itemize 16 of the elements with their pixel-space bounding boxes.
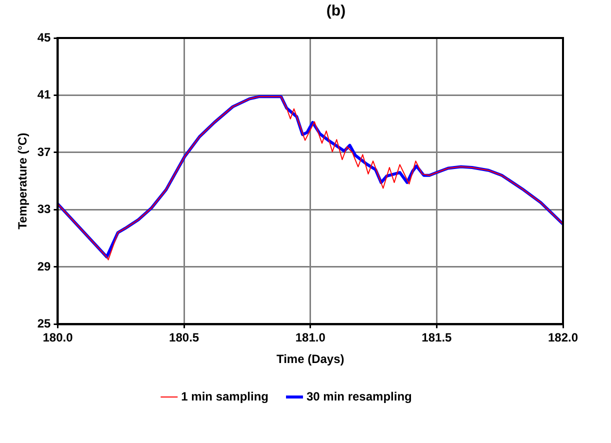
y-tick-label: 29 bbox=[37, 259, 52, 274]
x-tick-label: 181.5 bbox=[422, 330, 452, 345]
x-tick-label: 181.0 bbox=[295, 330, 326, 345]
y-tick-label: 37 bbox=[37, 144, 52, 159]
x-tick-label: 180.5 bbox=[169, 330, 200, 345]
y-tick-label: 33 bbox=[37, 202, 52, 216]
chart-title: (b) bbox=[326, 2, 346, 20]
y-tick-label: 25 bbox=[37, 316, 52, 331]
x-tick-label: 180.0 bbox=[42, 330, 74, 345]
x-axis-title: Time (Days) bbox=[276, 352, 344, 366]
y-tick-label: 41 bbox=[37, 88, 52, 102]
y-tick-label: 45 bbox=[37, 30, 52, 44]
y-axis-title: Temperature (°C) bbox=[16, 132, 30, 230]
legend-label: 1 min sampling bbox=[181, 389, 268, 404]
legend-label: 30 min resampling bbox=[306, 389, 412, 404]
x-tick-label: 182.0 bbox=[548, 330, 578, 345]
